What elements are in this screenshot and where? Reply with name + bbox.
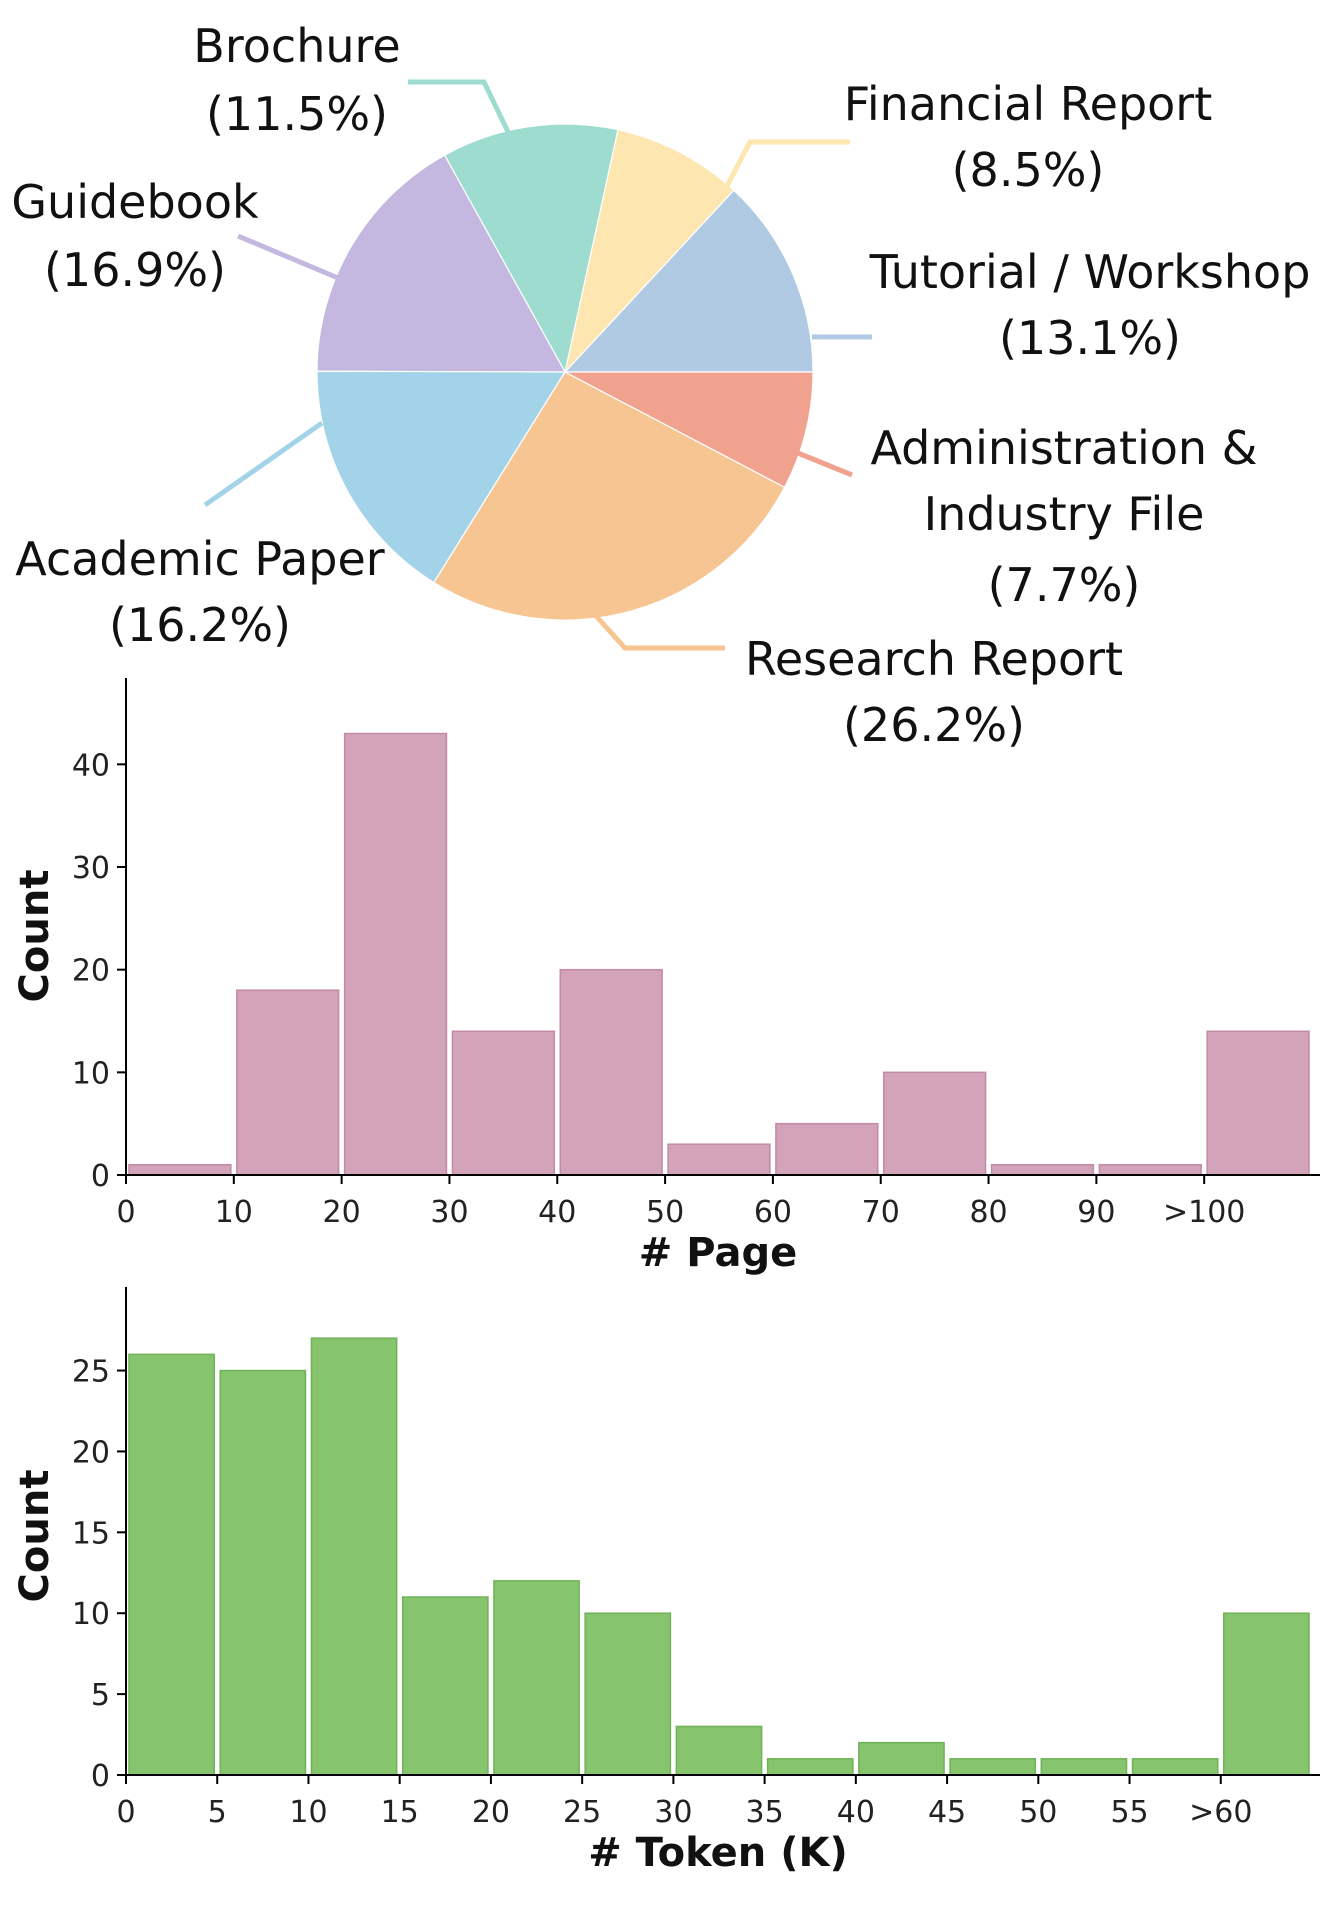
token-histogram-bar-0-5 [128, 1353, 215, 1776]
page-histogram-x-tick-label: 70 [862, 1195, 900, 1230]
token-histogram-bar-55-60 [1131, 1758, 1219, 1776]
page-histogram-y-tick-label: 20 [72, 954, 110, 989]
token-histogram-x-tick-label: 20 [472, 1795, 510, 1830]
page-histogram-x-axis-title: # Page [639, 1230, 797, 1276]
pie-label-financial-report-name: Financial Report [844, 77, 1213, 131]
page-histogram-x-tick-label: 0 [116, 1195, 135, 1230]
page-histogram-bar-40-50 [559, 968, 663, 1176]
pie-slice-administration [564, 371, 814, 489]
token-histogram-x-tick-label: 25 [563, 1795, 601, 1830]
page-histogram-bar-70-80 [882, 1071, 987, 1176]
token-histogram-y-tick-label: 0 [91, 1759, 110, 1794]
pie-slice-brochure [443, 123, 619, 374]
token-histogram-bar-20-25 [493, 1580, 580, 1776]
token-histogram-bar-25-30 [584, 1612, 672, 1776]
page-count-histogram: Count # Page 0 10 20 30 40 0 10 20 30 40 50 60 70 80 9… [12, 678, 1320, 1276]
page-histogram-y-tick-label: 40 [72, 748, 110, 783]
pie-label-administration-percent: (7.7%) [988, 558, 1141, 612]
page-histogram-bar-50-60 [667, 1143, 771, 1176]
pie-label-tutorial-workshop-name: Tutorial / Workshop [869, 245, 1311, 299]
page-histogram-x-tick-label: 60 [754, 1195, 792, 1230]
token-histogram-bar-35-40 [766, 1758, 854, 1776]
page-histogram-x-tick-label: 80 [969, 1195, 1007, 1230]
pie-leader-line-academic-paper [203, 420, 324, 508]
token-histogram-bar-45-50 [949, 1758, 1037, 1776]
token-histogram-y-tick-label: 15 [72, 1516, 110, 1551]
page-histogram-x-tick-label: 90 [1077, 1195, 1115, 1230]
page-histogram-y-tick-label: 10 [72, 1056, 110, 1091]
pie-leader-line-brochure [408, 79, 512, 136]
page-histogram-bar-30-40 [451, 1030, 556, 1176]
token-histogram-bar-30-35 [675, 1725, 763, 1776]
pie-label-guidebook-percent: (16.9%) [44, 243, 226, 297]
token-histogram-x-tick-label: 40 [837, 1795, 875, 1830]
token-histogram-y-tick-label: 10 [72, 1597, 110, 1632]
page-histogram-bar-80-90 [990, 1163, 1095, 1176]
token-count-histogram: Count # Token (K) 0 5 10 15 20 25 0 5 10 15 20 25 30… [12, 1287, 1320, 1876]
token-histogram-x-tick-label: 5 [208, 1795, 227, 1830]
pie-label-brochure-percent: (11.5%) [206, 87, 388, 141]
pie-label-administration-name-line2: Industry File [924, 487, 1205, 541]
pie-label-guidebook-name: Guidebook [11, 175, 259, 229]
page-histogram-x-tick-label: 10 [215, 1195, 253, 1230]
pie-label-research-report-percent: (26.2%) [843, 698, 1025, 752]
token-histogram-bar-60 [1223, 1612, 1310, 1776]
pie-label-financial-report-percent: (8.5%) [952, 143, 1105, 197]
pie-leader-line-financial-report [724, 139, 850, 188]
page-histogram-bar-10-20 [236, 989, 340, 1176]
token-histogram-x-tick-label: >60 [1189, 1795, 1252, 1830]
pie-label-administration-name: Administration & [870, 421, 1257, 475]
token-histogram-x-tick-label: 50 [1019, 1795, 1057, 1830]
token-histogram-x-tick-label: 35 [746, 1795, 784, 1830]
token-histogram-bar-40-45 [858, 1741, 945, 1776]
token-histogram-x-tick-label: 10 [289, 1795, 327, 1830]
page-histogram-x-tick-label: 50 [646, 1195, 684, 1230]
token-histogram-x-tick-label: 45 [928, 1795, 966, 1830]
token-histogram-bar-10-15 [310, 1337, 398, 1776]
page-histogram-x-tick-label: 20 [323, 1195, 361, 1230]
token-histogram-y-tick-label: 25 [72, 1355, 110, 1390]
page-histogram-bar-60-70 [775, 1122, 879, 1176]
page-histogram-x-tick-label: 40 [538, 1195, 576, 1230]
pie-leader-line-administration [792, 448, 853, 478]
pie-label-brochure-name: Brochure [193, 19, 400, 73]
page-histogram-bar-90-100 [1098, 1163, 1202, 1176]
token-histogram-bar-50-55 [1040, 1758, 1128, 1776]
pie-slice-academic-paper [316, 370, 567, 584]
page-histogram-bar-100 [1206, 1030, 1310, 1176]
pie-leader-line-guidebook [237, 233, 339, 281]
token-histogram-bar-15-20 [401, 1596, 489, 1776]
token-histogram-y-tick-label: 5 [91, 1678, 110, 1713]
pie-slice-research-report [433, 371, 786, 621]
pie-label-academic-paper-percent: (16.2%) [109, 598, 291, 652]
page-histogram-bar-20-30 [343, 732, 448, 1176]
page-histogram-bar-0-10 [128, 1163, 232, 1176]
token-histogram-x-tick-label: 55 [1110, 1795, 1148, 1830]
token-histogram-y-axis-title: Count [12, 1470, 58, 1603]
pie-label-academic-paper-name: Academic Paper [15, 532, 385, 586]
token-histogram-y-tick-label: 20 [72, 1435, 110, 1470]
page-histogram-y-tick-label: 0 [91, 1159, 110, 1194]
pie-slice-guidebook [316, 154, 567, 373]
pie-slice-tutorial-workshop [563, 189, 814, 373]
pie-chart: Tutorial / Workshop (13.1%) Financial Repo… [11, 19, 1310, 752]
pie-label-tutorial-workshop-percent: (13.1%) [999, 311, 1181, 365]
token-histogram-x-tick-label: 30 [654, 1795, 692, 1830]
page-histogram-y-axis-title: Count [12, 870, 58, 1003]
token-histogram-x-tick-label: 0 [116, 1795, 135, 1830]
page-histogram-x-tick-label: >100 [1163, 1195, 1245, 1230]
token-histogram-x-tick-label: 15 [381, 1795, 419, 1830]
pie-label-research-report-name: Research Report [745, 632, 1123, 686]
token-histogram-bar-5-10 [219, 1369, 307, 1776]
pie-leader-line-research-report [594, 614, 725, 651]
page-histogram-y-tick-label: 30 [72, 851, 110, 886]
page-histogram-x-tick-label: 30 [430, 1195, 468, 1230]
token-histogram-x-axis-title: # Token (K) [588, 1830, 848, 1876]
